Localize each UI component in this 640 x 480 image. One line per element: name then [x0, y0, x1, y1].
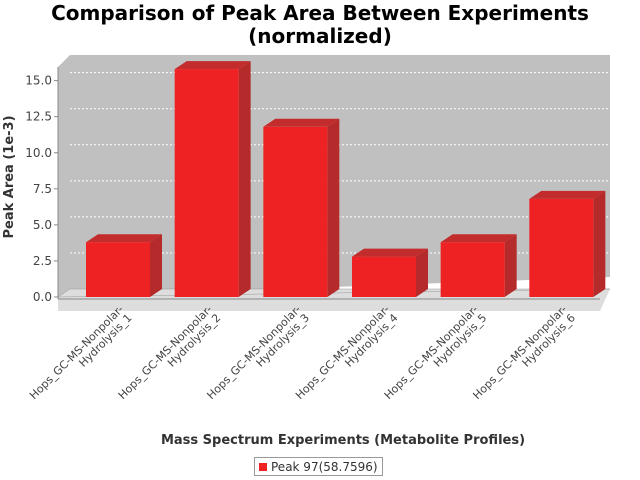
y-tick-label: 15.0: [25, 74, 52, 88]
bar: [174, 61, 251, 297]
bar-side: [416, 248, 428, 297]
bar: [86, 234, 162, 297]
chart-title-line-2: (normalized): [248, 24, 392, 48]
bar-front: [529, 198, 594, 297]
bar-top: [174, 61, 251, 70]
legend-entry-peak-97: Peak 97(58.7596): [271, 459, 378, 474]
bar-side: [327, 118, 340, 297]
chart-title-line-1: Comparison of Peak Area Between Experime…: [51, 1, 589, 25]
bar-top: [440, 234, 517, 243]
y-tick-label: 0.0: [33, 290, 52, 304]
x-axis-categories: Hops_GC-MS-Nonpolar-Hydrolysis_1Hops_GC-…: [27, 303, 578, 402]
bar-front: [174, 69, 239, 297]
y-tick-label: 10.0: [25, 146, 52, 160]
y-axis-label: Peak Area (1e-3): [2, 115, 17, 238]
x-category-label-line: Hops_GC-MS-Nonpolar-: [27, 303, 126, 402]
x-axis-label: Mass Spectrum Experiments (Metabolite Pr…: [161, 433, 525, 448]
legend: Peak 97(58.7596): [254, 457, 383, 476]
bar-front: [86, 242, 150, 297]
y-axis-ticks: 0.0 2.5 5.0 7.5 10.0 12.5 15.0: [25, 72, 610, 304]
bar: [263, 118, 340, 297]
bar-side: [504, 234, 517, 297]
bar-top: [529, 190, 606, 199]
bars: [86, 61, 606, 297]
bar-top: [86, 234, 162, 243]
bar-front: [263, 126, 328, 297]
bar-front: [352, 256, 416, 297]
bar-side: [238, 61, 251, 297]
floor-edge: [57, 288, 610, 298]
bar: [440, 234, 517, 297]
bar-top: [263, 118, 340, 127]
y-tick-label: 5.0: [33, 218, 52, 232]
bar-front: [440, 242, 505, 297]
bar-side: [593, 190, 606, 297]
bar: [352, 248, 428, 297]
bar-side: [150, 234, 162, 297]
chart-title: Comparison of Peak Area Between Experime…: [0, 2, 640, 48]
bar-top: [352, 248, 428, 257]
y-tick-label: 7.5: [33, 182, 52, 196]
legend-swatch: [259, 462, 267, 471]
y-tick-label: 2.5: [33, 254, 52, 268]
bar: [529, 190, 606, 297]
y-tick-label: 12.5: [25, 110, 52, 124]
